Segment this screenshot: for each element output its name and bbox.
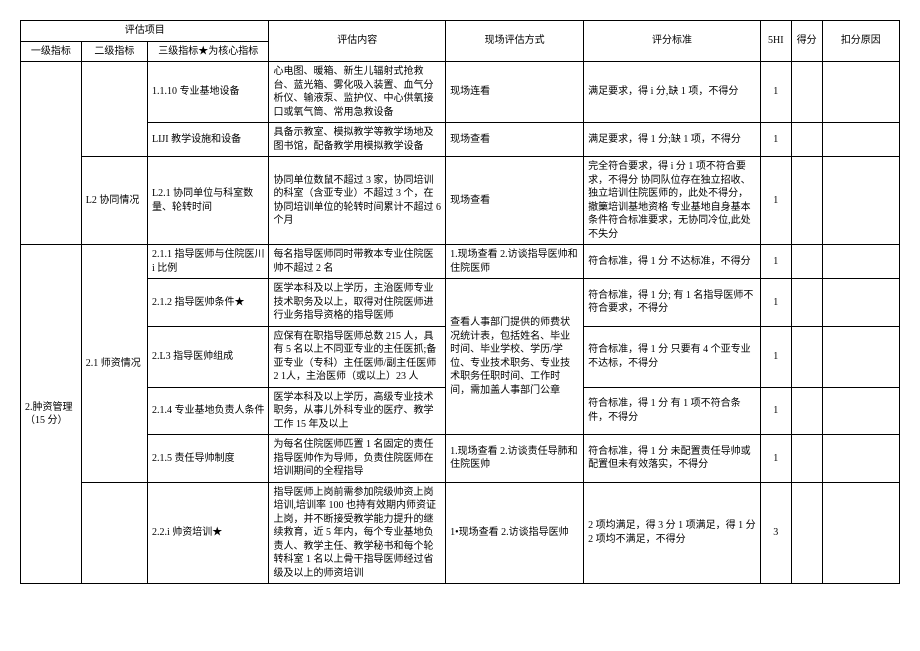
method-cell: 1•现场查看 2.访谈指导医帅 [446,482,584,584]
content-cell: 具备示教室、模拟教学等教学场地及图书馆，配备教学用模拟教学设备 [269,123,446,157]
lv3-cell: 2.1.5 责任导帅制度 [147,435,268,483]
method-cell: 1.现场查看 2.访谈责任导肺和住院医帅 [446,435,584,483]
c5hi-cell: 1 [760,435,791,483]
header-lv2: 二级指标 [81,41,147,62]
lv3-cell: 2.1.1 指导医师与住院医川 i 比例 [147,245,268,279]
score-cell [791,245,822,279]
c5hi-cell: 1 [760,326,791,387]
score-cell [791,326,822,387]
header-content: 评估内容 [269,21,446,62]
content-cell: 为每名住院医师匹置 1 名固定的责任指导医帅作为导师，负责住院医师在培训期间的全… [269,435,446,483]
score-cell [791,482,822,584]
lv3-cell: LIJI 教学设施和设备 [147,123,268,157]
lv1-cell: 2.肿资管理（15 分） [21,245,82,584]
lv3-cell: 2.1.2 指导医帅条件★ [147,279,268,327]
reason-cell [822,326,899,387]
score-cell [791,279,822,327]
content-cell: 心电图、暖箱、新生儿辐射式抢救台、蓝光箱、雾化吸入装置、血气分析仪、输液泵、监护… [269,62,446,123]
score-cell [791,157,822,245]
evaluation-table: 评估项目 评估内容 现场评估方式 评分标准 5HI 得分 扣分原因 一级指标 二… [20,20,900,584]
lv3-cell: L2.1 协同单位与科室数量、轮转时间 [147,157,268,245]
score-cell [791,62,822,123]
reason-cell [822,245,899,279]
header-standard: 评分标准 [584,21,761,62]
c5hi-cell: 1 [760,157,791,245]
reason-cell [822,62,899,123]
header-lv3: 三级指标★为核心指标 [147,41,268,62]
standard-cell: 符合标准，得 1 分; 有 1 名指导医师不符合要求，不得分 [584,279,761,327]
standard-cell: 完全符合要求，得 i 分 1 项不符合要求，不得分 协同队位存在独立招收、独立培… [584,157,761,245]
method-cell: 现场连看 [446,62,584,123]
standard-cell: 符合标准，得 1 分 不达标准，不得分 [584,245,761,279]
lv2-cell [81,62,147,157]
standard-cell: 符合标准，得 1 分 只要有 4 个亚专业不达标，不得分 [584,326,761,387]
standard-cell: 满足要求，得 1 分;缺 1 项，不得分 [584,123,761,157]
score-cell [791,387,822,435]
lv3-cell: 2.L3 指导医帅组成 [147,326,268,387]
header-score: 得分 [791,21,822,62]
reason-cell [822,123,899,157]
header-eval-project: 评估项目 [21,21,269,42]
method-cell: 查看人事部门提供的师费状况统计表，包括姓名、毕业时间、毕业学校、学历/学位、专业… [446,279,584,435]
content-cell: 医学本科及以上学历，高级专业技术职务，从事儿外科专业的医疗、教学工作 15 年及… [269,387,446,435]
c5hi-cell: 1 [760,123,791,157]
method-cell: 1.现场查看 2.访谈指导医帅和住院医师 [446,245,584,279]
lv2-cell: 2.1 师资情况 [81,245,147,483]
standard-cell: 满足要求，得 i 分,缺 1 项，不得分 [584,62,761,123]
reason-cell [822,482,899,584]
lv2-cell [81,482,147,584]
standard-cell: 2 项均满足，得 3 分 1 项满足，得 1 分 2 项均不满足，不得分 [584,482,761,584]
content-cell: 应保有在职指导医师总数 215 人，具有 5 名以上不同亚专业的主任医抓;备亚专… [269,326,446,387]
c5hi-cell: 1 [760,387,791,435]
reason-cell [822,157,899,245]
lv2-cell: L2 协同情况 [81,157,147,245]
lv3-cell: 1.1.10 专业基地设备 [147,62,268,123]
content-cell: 医学本科及以上学历，主治医师专业技术职务及以上，取得对住院医师进行业务指导资格的… [269,279,446,327]
lv3-cell: 2.2.i 帅资培训★ [147,482,268,584]
header-method: 现场评估方式 [446,21,584,62]
lv1-cell [21,62,82,245]
score-cell [791,435,822,483]
content-cell: 每名指导医师同时带教本专业住院医帅不超过 2 名 [269,245,446,279]
header-lv1: 一级指标 [21,41,82,62]
method-cell: 现场查看 [446,157,584,245]
reason-cell [822,387,899,435]
content-cell: 指导医师上岗前需参加院级帅资上岗培训,培训率 100 也持有效期内师资证上岗，并… [269,482,446,584]
score-cell [791,123,822,157]
header-5hi: 5HI [760,21,791,62]
c5hi-cell: 1 [760,62,791,123]
content-cell: 协同单位数鼠不超过 3 家，协同培训的科室（含亚专业）不超过 3 个，在协同培训… [269,157,446,245]
lv3-cell: 2.1.4 专业基地负责人条件 [147,387,268,435]
c5hi-cell: 1 [760,245,791,279]
method-cell: 现场查看 [446,123,584,157]
standard-cell: 符合标准，得 1 分 未配置责任导帅或配置但未有效落实，不得分 [584,435,761,483]
standard-cell: 符合标准，得 1 分 有 1 项不符合条件，不得分 [584,387,761,435]
c5hi-cell: 1 [760,279,791,327]
reason-cell [822,279,899,327]
c5hi-cell: 3 [760,482,791,584]
header-reason: 扣分原因 [822,21,899,62]
reason-cell [822,435,899,483]
